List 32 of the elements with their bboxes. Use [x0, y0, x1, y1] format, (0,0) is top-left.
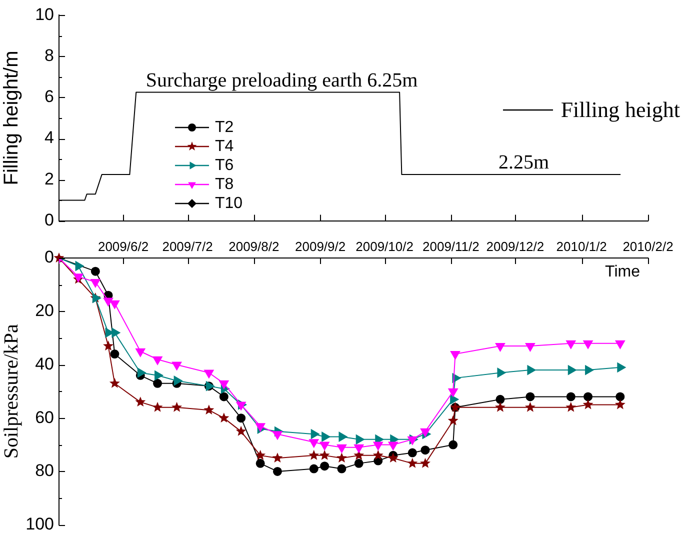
legend-label: Filling height [560, 97, 680, 124]
x-axis-title: Time [605, 263, 640, 280]
y-tick-label: 6 [44, 87, 54, 106]
legend-label: T10 [215, 194, 243, 213]
y-tick-label: 2 [44, 169, 54, 188]
y-tick-label: 8 [44, 46, 54, 66]
x-tick-label: 2010/2/2 [622, 238, 674, 254]
y-tick-label: 60 [35, 408, 54, 427]
x-tick-label: 2009/8/2 [228, 238, 280, 254]
y-tick-label: 20 [35, 301, 54, 320]
legend-label: T8 [215, 175, 234, 194]
x-tick-label: 2009/11/2 [422, 238, 480, 254]
y-tick-label: 4 [44, 128, 54, 148]
x-tick-label: 2009/9/2 [294, 238, 346, 254]
x-tick-label: 2009/10/2 [356, 238, 414, 254]
legend-label: T4 [215, 137, 234, 156]
x-tick-label: 2009/12/2 [486, 238, 544, 254]
y-axis-title: Filling height/m [0, 50, 23, 186]
legend-label: T2 [215, 118, 234, 137]
y-axis-title: Soilpressure/kPa [0, 324, 22, 459]
x-tick-label: 2010/1/2 [556, 238, 607, 254]
y-tick-label: 0 [44, 210, 54, 230]
y-tick-label: 10 [35, 4, 54, 24]
legend-label: T6 [215, 156, 234, 175]
y-tick-label: 100 [26, 514, 54, 534]
y-tick-label: 0 [44, 248, 54, 267]
annotation: Surcharge preloading earth 6.25m [146, 69, 418, 92]
y-tick-label: 80 [35, 461, 54, 480]
annotation: 2.25m [498, 152, 550, 174]
x-tick-label: 2009/6/2 [98, 238, 149, 254]
x-tick-label: 2009/7/2 [162, 238, 213, 254]
y-tick-label: 40 [35, 354, 54, 374]
